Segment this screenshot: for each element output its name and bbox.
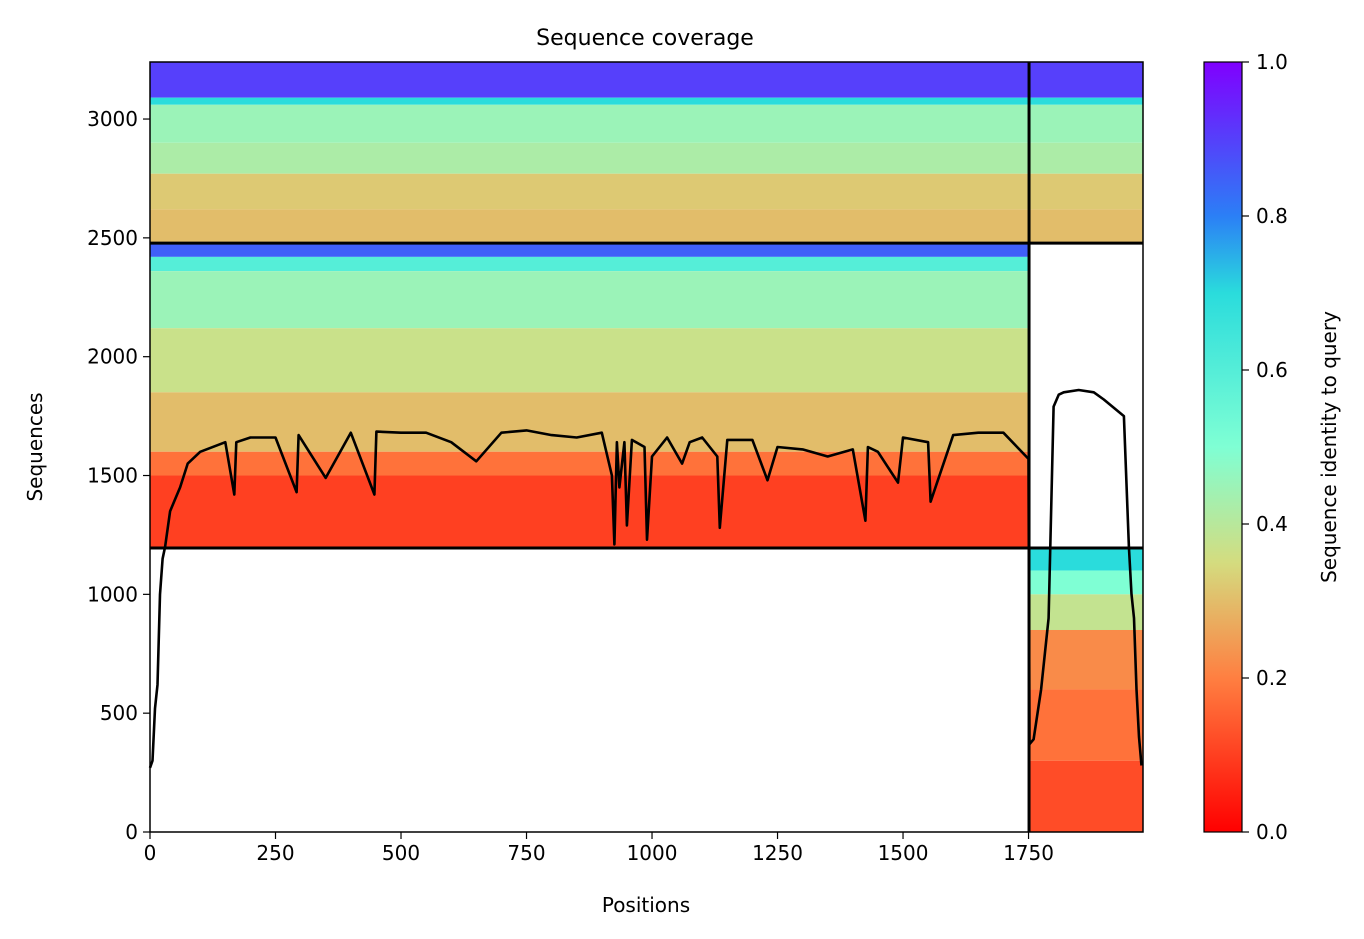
- coverage-line: [148, 388, 1143, 769]
- identity-band: [150, 256, 1030, 272]
- identity-band: [150, 173, 1030, 210]
- identity-band: [1029, 104, 1143, 143]
- identity-band: [1029, 97, 1143, 105]
- identity-band: [1029, 629, 1143, 690]
- identity-band: [150, 209, 1030, 244]
- coverage-block: [1029, 548, 1143, 832]
- identity-band: [1029, 570, 1143, 595]
- identity-band: [150, 243, 1030, 257]
- colorbar-tick-label: 1.0: [1256, 50, 1288, 74]
- y-tick-label: 1500: [87, 464, 138, 488]
- colorbar-tick-label: 0.0: [1256, 820, 1288, 844]
- x-tick-label: 500: [382, 841, 420, 865]
- x-axis-ticks: 0 250 500 750 1000 1250 1500 1750: [144, 832, 1054, 865]
- identity-band: [150, 451, 1030, 476]
- colorbar-tick-label: 0.8: [1256, 204, 1288, 228]
- identity-band: [150, 328, 1030, 393]
- identity-band: [1029, 62, 1143, 98]
- identity-band: [1029, 142, 1143, 174]
- identity-band: [150, 62, 1030, 98]
- identity-band: [150, 392, 1030, 452]
- y-axis-label: Sequences: [23, 392, 47, 501]
- x-tick-label: 1500: [878, 841, 929, 865]
- chart-title: Sequence coverage: [536, 26, 754, 51]
- identity-band: [150, 271, 1030, 329]
- x-tick-label: 1750: [1003, 841, 1054, 865]
- identity-band: [1029, 689, 1143, 761]
- identity-band: [1029, 209, 1143, 244]
- x-tick-label: 750: [507, 841, 545, 865]
- identity-band: [1029, 173, 1143, 210]
- colorbar-ticks: 0.0 0.2 0.4 0.6 0.8 1.0: [1242, 50, 1288, 844]
- x-axis-label: Positions: [602, 893, 690, 917]
- y-tick-label: 0: [125, 820, 138, 844]
- coverage-block: [150, 62, 1030, 244]
- identity-band: [150, 104, 1030, 143]
- colorbar-tick-label: 0.2: [1256, 666, 1288, 690]
- colorbar-tick-label: 0.4: [1256, 512, 1288, 536]
- x-tick-label: 250: [256, 841, 294, 865]
- x-tick-label: 1000: [627, 841, 678, 865]
- identity-band: [150, 97, 1030, 105]
- y-tick-label: 2000: [87, 345, 138, 369]
- colorbar: [1203, 61, 1243, 833]
- y-axis-ticks: 0 500 1000 1500 2000 2500 3000: [87, 107, 150, 844]
- y-tick-label: 3000: [87, 107, 138, 131]
- y-tick-label: 1000: [87, 582, 138, 606]
- identity-band: [1029, 548, 1143, 571]
- x-tick-label: 1250: [752, 841, 803, 865]
- identity-band: [1029, 760, 1143, 832]
- identity-band: [150, 142, 1030, 174]
- x-tick-label: 0: [144, 841, 157, 865]
- identity-band: [150, 475, 1030, 549]
- identity-band: [1029, 594, 1143, 630]
- colorbar-label: Sequence identity to query: [1317, 311, 1341, 583]
- coverage-block: [150, 243, 1030, 549]
- y-tick-label: 2500: [87, 226, 138, 250]
- y-tick-label: 500: [100, 701, 138, 725]
- colorbar-tick-label: 0.6: [1256, 358, 1288, 382]
- plot-frame: [149, 61, 1144, 833]
- coverage-block: [1029, 62, 1143, 244]
